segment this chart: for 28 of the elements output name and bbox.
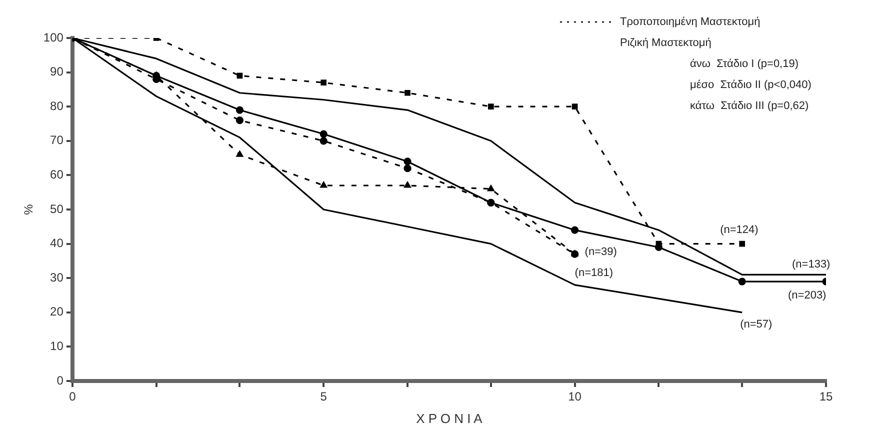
y-axis-title: %: [22, 204, 36, 215]
annotation: άνω Στάδιο I (p=0,19): [690, 58, 799, 70]
annotation: κάτω Στάδιο III (p=0,62): [690, 100, 809, 112]
y-tick-label: 90: [50, 64, 64, 79]
y-tick-label: 10: [50, 339, 64, 354]
y-tick-label: 0: [56, 373, 64, 388]
y-tick-label: 100: [43, 30, 64, 44]
annotation: (n=124): [720, 224, 758, 236]
x-tick-label: 5: [320, 390, 328, 404]
y-tick-label: 40: [50, 236, 64, 250]
annotation: Ριζική Μαστεκτομή: [620, 37, 712, 50]
y-tick-label: 70: [50, 133, 64, 148]
x-tick-label: 10: [568, 390, 582, 404]
x-axis-title: Χ Ρ Ο Ν Ι Α: [416, 410, 483, 426]
x-tick-label: 15: [819, 390, 833, 404]
annotation: (n=203): [788, 290, 826, 302]
annotation: (n=181): [574, 266, 614, 279]
annotation: (n=39): [584, 246, 617, 258]
x-tick-label: 0: [69, 390, 76, 404]
annotation: μέσο Στάδιο II (p<0,040): [690, 79, 812, 92]
y-tick-label: 20: [50, 304, 64, 319]
annotation: (n=133): [792, 258, 830, 271]
y-tick-label: 80: [50, 98, 64, 113]
text: Τροποποιημένη Μαστεκτομή: [620, 16, 760, 28]
y-tick-label: 60: [50, 168, 64, 182]
y-tick-label: 30: [50, 270, 64, 284]
y-tick-label: 50: [50, 202, 64, 216]
annotation: (n=57): [740, 318, 772, 330]
